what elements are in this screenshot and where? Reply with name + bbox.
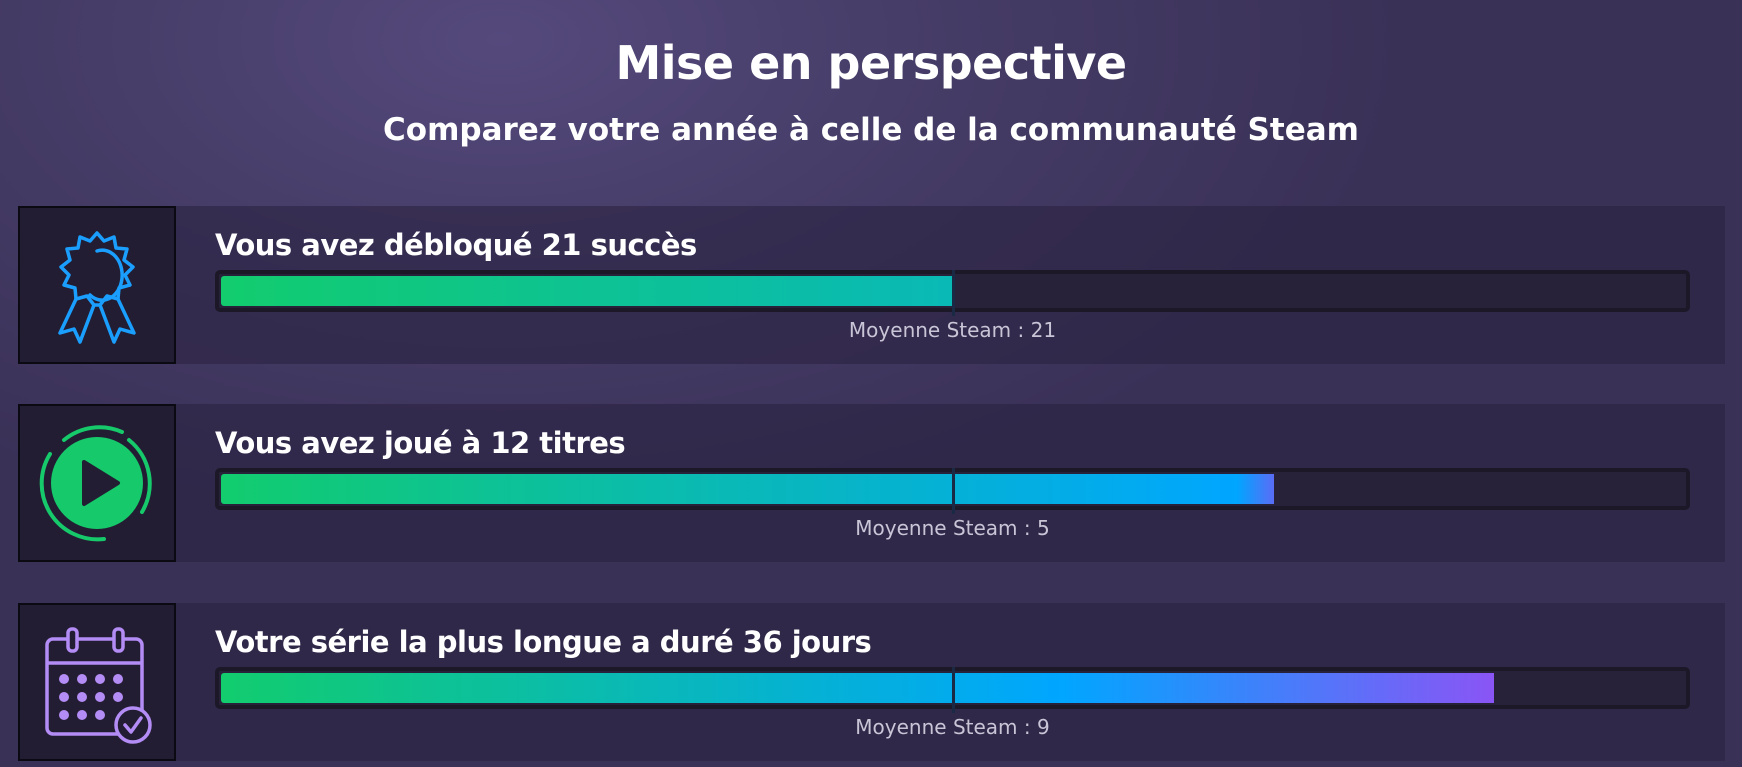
icon-box [18,603,176,761]
stat-label: Vous avez débloqué 21 succès [215,228,697,262]
average-marker [951,667,955,713]
stat-label: Vous avez joué à 12 titres [215,426,626,460]
play-circle-icon [39,425,152,542]
icon-box [18,206,176,364]
average-label: Moyenne Steam : 5 [855,516,1050,540]
progress-bar [215,667,1690,713]
average-label: Moyenne Steam : 9 [855,715,1050,739]
progress-fill [221,474,1274,504]
stat-label: Votre série la plus longue a duré 36 jou… [215,625,872,659]
average-marker [951,468,955,514]
progress-fill [221,673,1494,703]
average-marker [951,270,955,316]
stat-row-achievements: Vous avez débloqué 21 succès Moyenne Ste… [18,206,1725,364]
progress-fill [221,276,953,306]
stat-row-games: Vous avez joué à 12 titres Moyenne Steam… [18,404,1725,562]
award-ribbon-icon [58,231,136,344]
progress-bar [215,468,1690,514]
stat-row-streak: Votre série la plus longue a duré 36 jou… [18,603,1725,761]
calendar-check-icon [45,627,152,744]
page-title: Mise en perspective [615,36,1127,90]
page-subtitle: Comparez votre année à celle de la commu… [383,112,1359,148]
average-label: Moyenne Steam : 21 [848,318,1057,342]
icon-box [18,404,176,562]
progress-bar [215,270,1690,316]
